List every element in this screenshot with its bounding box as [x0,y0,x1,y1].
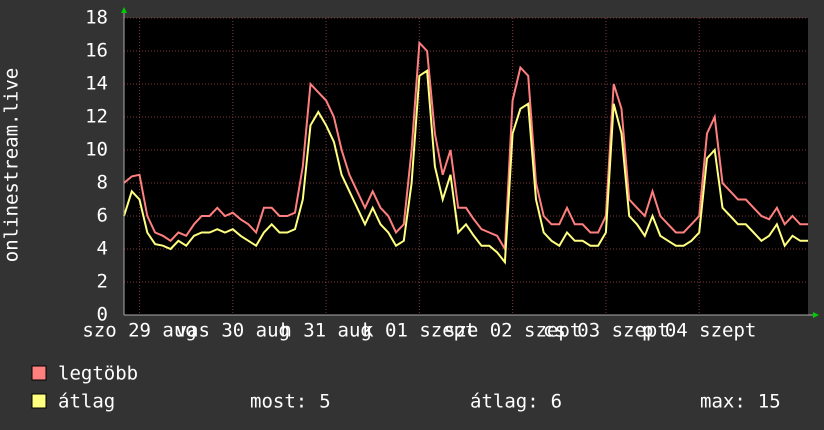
stat-value: 5 [319,391,330,413]
x-tick-label: cs 03 szept [543,320,669,342]
series-line [123,69,808,265]
stat-label: max: [700,391,746,413]
stat-label: most: [250,391,307,413]
legend-label: legtöbb [58,363,138,385]
y-tick-label: 12 [85,106,108,128]
x-tick-label: szo 29 aug [82,320,196,342]
y-tick-label: 6 [97,205,108,227]
x-tick-label: sze 02 szept [444,320,581,342]
y-axis-label: onlinestream.live [1,68,23,262]
legend-label: átlag [58,391,115,413]
grid [124,17,808,316]
series-line [123,40,808,253]
y-tick-label: 2 [97,271,108,293]
y-arrow [121,7,127,13]
legend-swatch [31,365,47,381]
plot-area [124,18,808,315]
stat-label: átlag: [470,391,539,413]
y-tick-label: 0 [97,304,108,326]
y-tick-label: 4 [97,238,108,260]
y-tick-label: 14 [85,73,108,95]
lines [123,40,808,265]
y-tick-label: 16 [85,40,108,62]
y-tick-label: 8 [97,172,108,194]
y-tick-label: 10 [85,139,108,161]
stat-value: 6 [551,391,562,413]
x-tick-label: h 31 aug [280,320,372,342]
legend-swatch [31,393,47,409]
y-tick-label: 18 [85,7,108,29]
x-tick-label: p 04 szept [642,320,756,342]
x-tick-label: k 01 szept [362,320,476,342]
x-tick-label: vas 30 aug [176,320,290,342]
stat-value: 15 [758,391,781,413]
x-arrow [813,312,819,318]
